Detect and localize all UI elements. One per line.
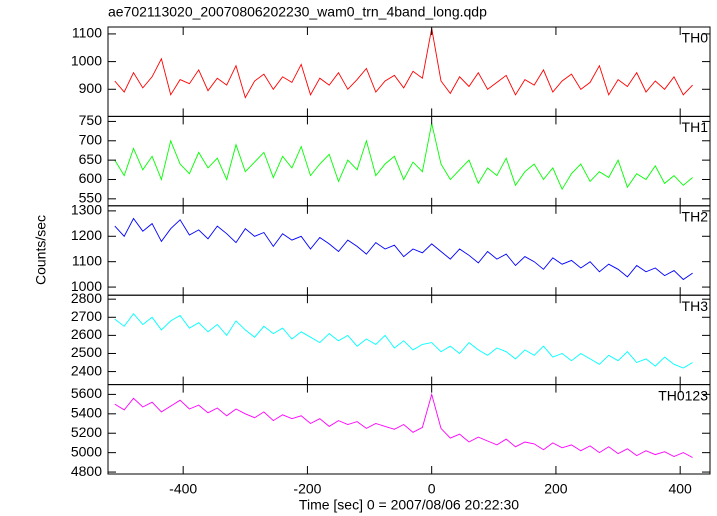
y-tick-label: 900 — [79, 80, 103, 96]
x-tick-label: 400 — [668, 481, 692, 497]
panel-frame — [107, 205, 711, 296]
y-tick-label: 5200 — [71, 424, 102, 440]
y-tick-label: 4800 — [71, 463, 102, 479]
x-tick-label: 0 — [428, 481, 436, 497]
x-axis-label: Time [sec] 0 = 2007/08/06 20:22:30 — [299, 497, 519, 513]
light-curve — [114, 217, 693, 281]
y-tick-label: 700 — [79, 131, 103, 147]
y-tick-label: 2500 — [71, 344, 102, 360]
x-tick-label: 200 — [544, 481, 568, 497]
y-tick-label: 1100 — [72, 25, 102, 41]
chart-title: ae702113020_20070806202230_wam0_trn_4ban… — [108, 4, 487, 20]
y-tick-label: 600 — [79, 170, 103, 186]
y-tick-label: 550 — [79, 190, 103, 206]
y-tick-label: 2400 — [71, 362, 102, 378]
y-tick-label: 650 — [79, 151, 103, 167]
y-tick-label: 2600 — [71, 326, 102, 342]
panel-label: TH3 — [682, 298, 709, 314]
light-curve — [114, 123, 693, 191]
x-tick-label: -200 — [293, 481, 321, 497]
x-tick-label: -400 — [169, 481, 197, 497]
panel-label: TH2 — [682, 209, 709, 225]
panel-frame — [107, 115, 711, 207]
y-tick-label: 5600 — [71, 385, 102, 401]
panel-frame — [107, 294, 711, 386]
y-tick-label: 1000 — [71, 52, 102, 68]
panel-label: TH0123 — [658, 387, 708, 403]
y-tick-label: 1000 — [71, 278, 102, 294]
y-tick-label: 1300 — [71, 202, 102, 218]
panel-frame — [107, 26, 711, 117]
y-tick-label: 1100 — [72, 252, 102, 268]
panel-frame — [107, 384, 711, 475]
light-curve — [114, 28, 693, 99]
y-tick-label: 5000 — [71, 443, 102, 459]
panel-label: TH1 — [682, 119, 709, 135]
y-tick-label: 2800 — [71, 290, 102, 306]
y-tick-label: 750 — [79, 112, 103, 128]
light-curve — [114, 392, 693, 458]
y-tick-label: 1200 — [71, 227, 102, 243]
panel-label: TH0 — [682, 30, 709, 46]
y-tick-label: 2700 — [71, 308, 102, 324]
light-curve — [114, 312, 693, 369]
y-axis-label: Counts/sec — [33, 215, 49, 285]
y-tick-label: 5400 — [71, 405, 102, 421]
